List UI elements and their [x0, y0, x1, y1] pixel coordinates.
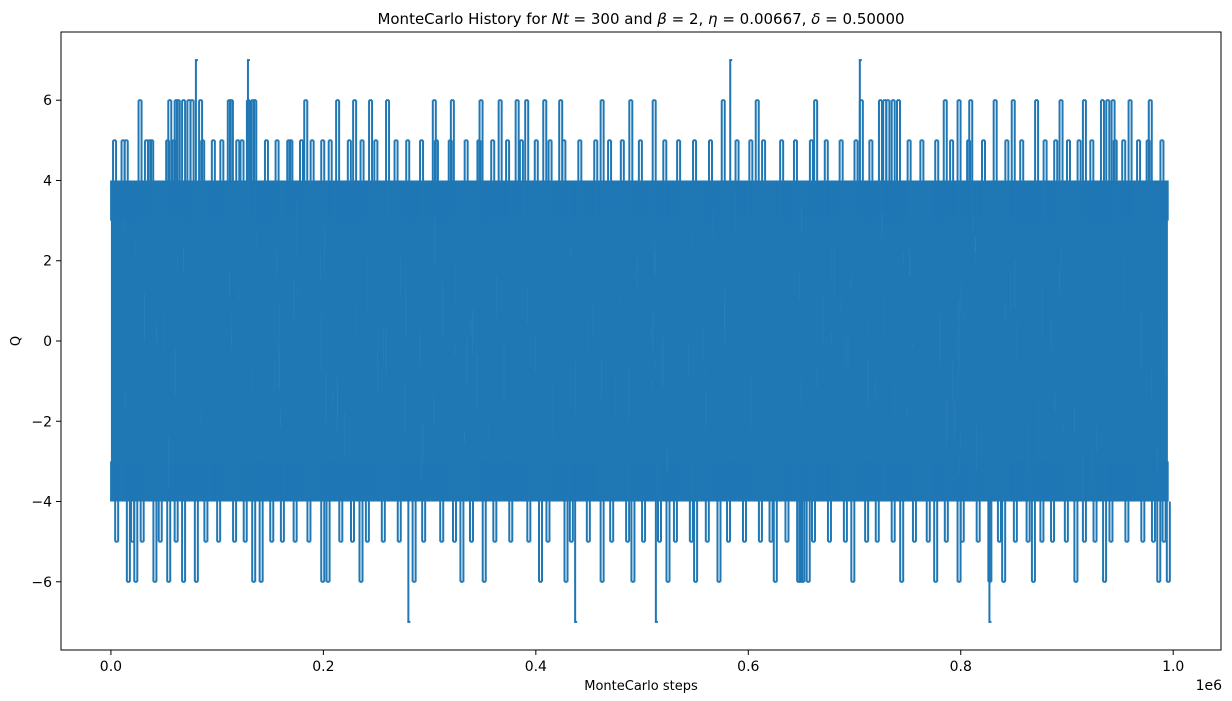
y-axis-label: Q	[9, 336, 24, 346]
series-lower-edge	[110, 461, 1169, 502]
x-tick-label: 1.0	[1162, 659, 1184, 675]
chart-title: MonteCarlo History for Nt = 300 and β = …	[377, 10, 904, 28]
y-tick-label: −6	[31, 575, 52, 591]
x-axis-label: MonteCarlo steps	[584, 679, 698, 694]
x-axis: 0.0 0.2 0.4 0.6 0.8 1.0	[100, 650, 1184, 675]
series-striations	[123, 189, 1166, 509]
y-tick-label: −2	[31, 414, 52, 430]
x-tick-label: 0.8	[950, 659, 972, 675]
x-tick-label: 0.0	[100, 659, 122, 675]
x-tick-label: 0.6	[737, 659, 759, 675]
series-band	[110, 180, 1168, 502]
y-tick-label: 0	[43, 334, 52, 350]
x-tick-label: 0.4	[525, 659, 547, 675]
y-tick-label: −4	[31, 495, 52, 511]
series-layer	[110, 59, 1171, 623]
x-axis-offset-label: 1e6	[1196, 678, 1223, 694]
x-tick-label: 0.2	[312, 659, 334, 675]
y-tick-label: 4	[43, 173, 52, 189]
y-tick-label: 6	[43, 93, 52, 109]
y-axis: −6 −4 −2 0 2 4 6	[31, 93, 61, 591]
y-tick-label: 2	[43, 254, 52, 270]
series-upper-edge	[110, 180, 1169, 221]
